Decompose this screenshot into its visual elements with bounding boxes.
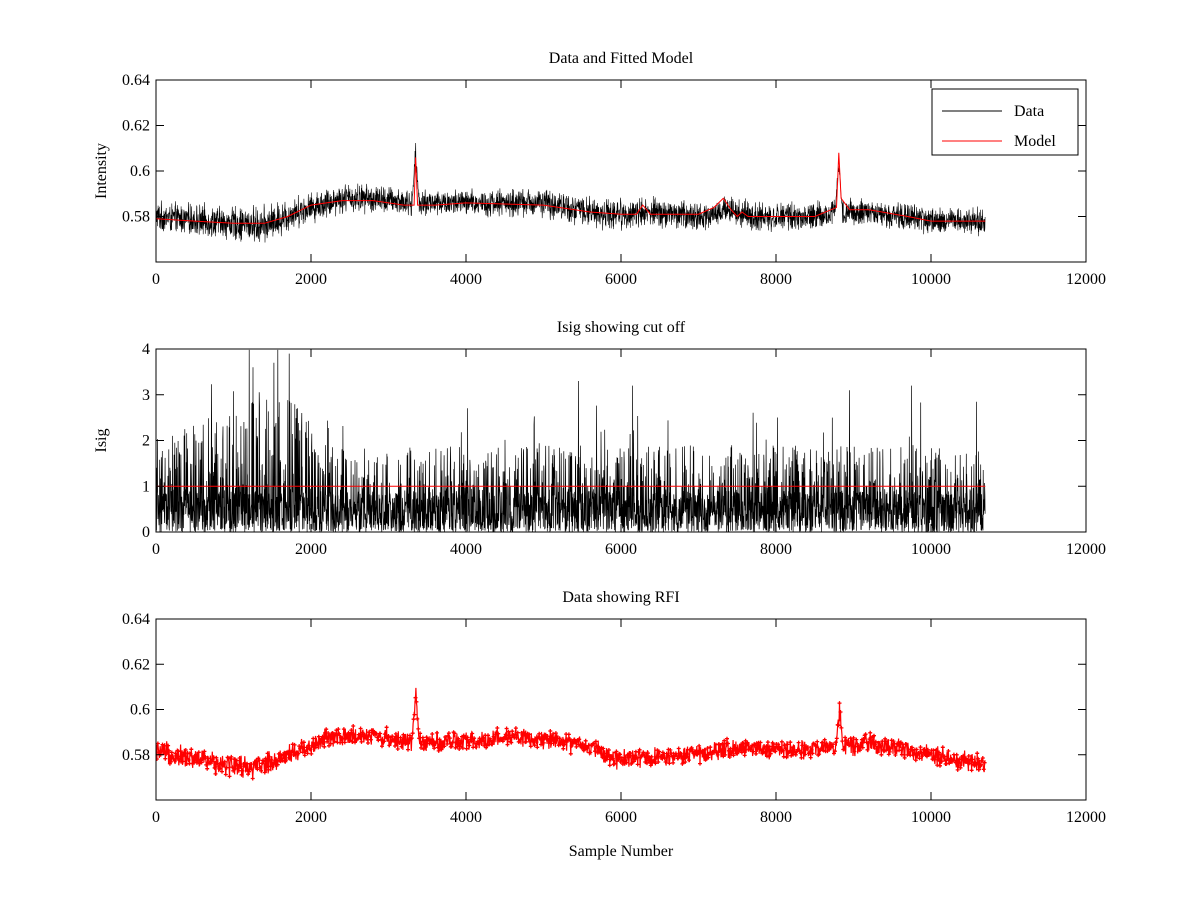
chart-title: Data showing RFI [562, 589, 679, 606]
series-model-line [156, 152, 986, 224]
subplots: 0 2000 4000 6000 8000 10000 120000.580.60.620.… [93, 50, 1106, 860]
legend: Data Model [931, 88, 1079, 156]
y-tick-label: 3 [142, 387, 150, 404]
y-tick-label: 0.64 [122, 72, 150, 89]
x-tick-label: 12000 [1066, 271, 1106, 288]
x-tick-label: 2000 [295, 271, 327, 288]
y-tick-label: 0.58 [122, 209, 150, 226]
x-tick-label: 8000 [760, 271, 792, 288]
x-tick-label: 4000 [450, 271, 482, 288]
plot-series-group [156, 687, 987, 781]
x-tick-label: 8000 [760, 541, 792, 558]
x-tick-label: 0 [152, 809, 160, 826]
y-tick-label: 0.58 [122, 747, 150, 764]
legend-label-data: Data [1014, 103, 1044, 120]
series-isig-line [156, 349, 986, 532]
x-tick-label: 2000 [295, 541, 327, 558]
x-tick-label: 4000 [450, 541, 482, 558]
legend-label-model: Model [1014, 133, 1056, 150]
series-data-line [156, 142, 986, 243]
chart-title: Isig showing cut off [557, 319, 686, 336]
x-tick-label: 10000 [911, 809, 951, 826]
series-rfi-data-markers [156, 695, 987, 781]
legend-box [931, 88, 1079, 156]
x-tick-label: 0 [152, 271, 160, 288]
x-tick-label: 12000 [1066, 809, 1106, 826]
x-tick-label: 10000 [911, 541, 951, 558]
plot-series-group [156, 349, 986, 532]
x-tick-label: 2000 [295, 809, 327, 826]
x-tick-label: 6000 [605, 271, 637, 288]
y-tick-label: 1 [142, 478, 150, 495]
plot-series-group [156, 142, 986, 243]
subplot-bottom: 0 2000 4000 6000 8000 10000 12000 0.58 0.6 0.62 0.… [122, 589, 1106, 860]
x-tick-label: 6000 [605, 541, 637, 558]
y-tick-label: 0 [142, 524, 150, 541]
y-tick-label: 4 [142, 341, 150, 358]
x-tick-label: 10000 [911, 271, 951, 288]
y-tick-label: 2 [142, 433, 150, 450]
x-tick-label: 8000 [760, 809, 792, 826]
y-tick-label: 0.64 [122, 611, 150, 628]
x-axis-label: Sample Number [569, 843, 674, 860]
y-tick-label: 0.62 [122, 656, 150, 673]
subplot-top: 0 2000 4000 6000 8000 10000 12000 0.58 0.6 0.62 0.… [93, 50, 1106, 288]
chart-title: Data and Fitted Model [549, 50, 694, 67]
x-tick-label: 0 [152, 541, 160, 558]
y-tick-label: 0.6 [130, 702, 150, 719]
plot-area [156, 619, 1086, 800]
x-tick-label: 6000 [605, 809, 637, 826]
y-tick-label: 0.62 [122, 118, 150, 135]
y-tick-label: 0.6 [130, 163, 150, 180]
x-tick-label: 4000 [450, 809, 482, 826]
y-axis-label: Intensity [93, 143, 110, 199]
y-axis-label: Isig [93, 429, 110, 453]
x-tick-label: 12000 [1066, 541, 1106, 558]
subplot-middle: 0 2000 4000 6000 8000 10000 12000 0 1 2 3 4 Isig sho… [93, 319, 1106, 558]
plot-area [156, 80, 1086, 262]
